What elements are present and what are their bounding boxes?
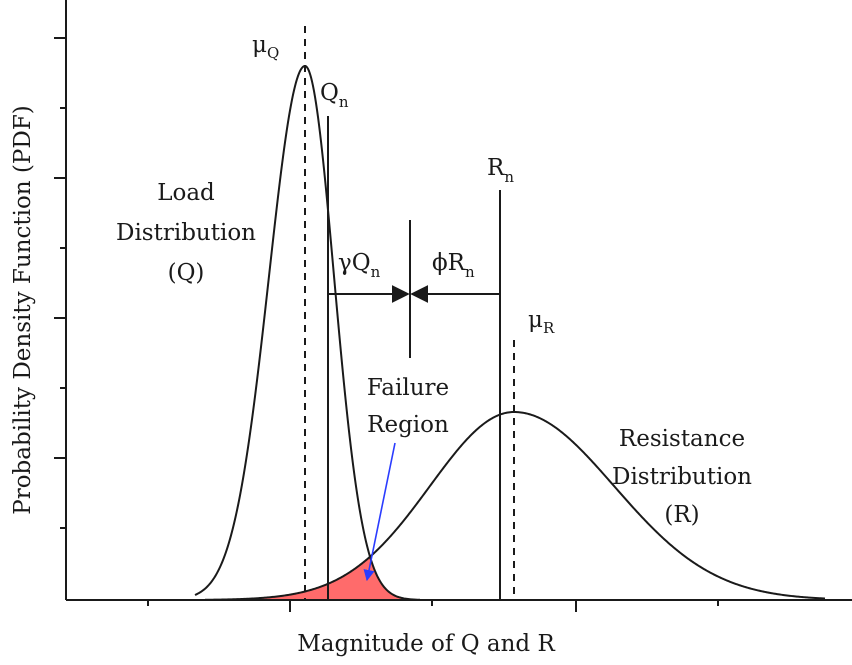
resistance-nominal-label: Rn	[487, 155, 514, 186]
failure-label-line2: Region	[367, 412, 449, 438]
load-nominal-label: Qn	[320, 80, 349, 111]
resistance-mean-label: μR	[528, 307, 555, 337]
load-label-line3: (Q)	[168, 260, 205, 286]
resistance-label-line3: (R)	[664, 502, 699, 528]
load-distribution-curve	[194, 64, 421, 601]
resistance-label-line1: Resistance	[619, 426, 745, 452]
failure-region-fill	[205, 556, 420, 600]
load-label-line1: Load	[157, 180, 215, 206]
load-label-line2: Distribution	[116, 220, 256, 246]
resistance-distribution-curve	[204, 410, 826, 601]
resistance-label-line2: Distribution	[612, 464, 752, 490]
factored-load-label: γQn	[338, 250, 381, 281]
y-axis-label: Probability Density Function (PDF)	[10, 105, 36, 515]
x-axis-label: Magnitude of Q and R	[297, 631, 555, 657]
failure-region-arrow	[363, 442, 396, 582]
factored-resistance-label: ϕRn	[432, 250, 475, 281]
x-ticks	[147, 600, 719, 612]
y-ticks	[54, 37, 66, 529]
failure-label-line1: Failure	[367, 375, 449, 401]
load-mean-label: μQ	[252, 32, 279, 62]
